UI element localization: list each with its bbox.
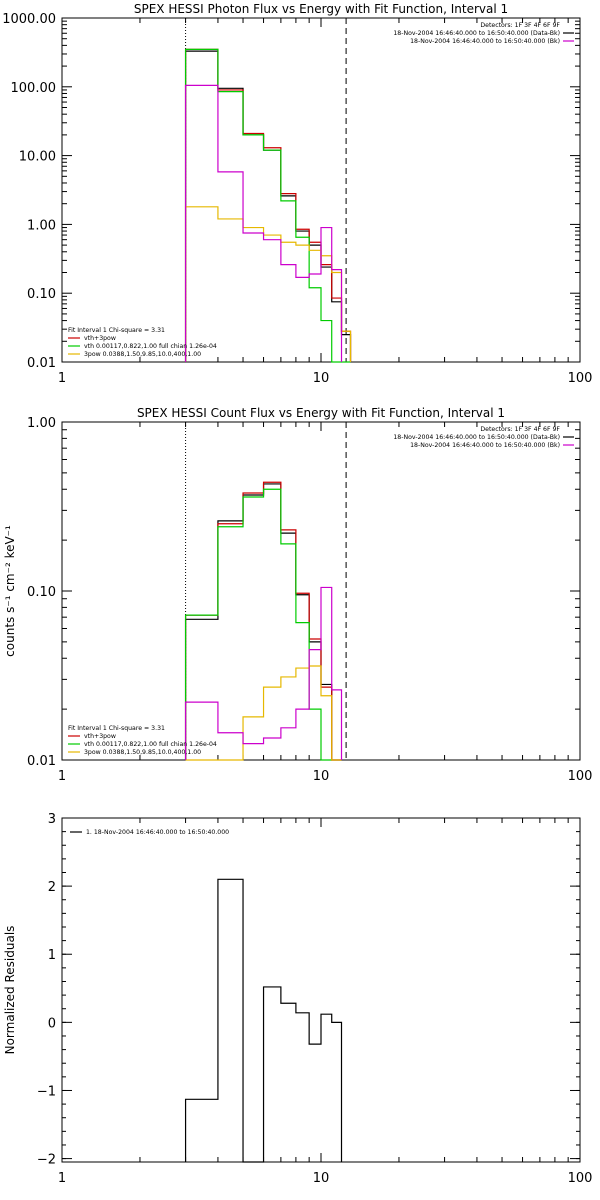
- y-axis-label: Normalized Residuals: [3, 926, 17, 1055]
- y-tick-label: 1.00: [27, 416, 56, 431]
- y-tick-label: −1: [37, 1084, 56, 1099]
- series-line-vth-3pow: [184, 481, 342, 761]
- legend-fit-text: vth+3pow: [84, 335, 116, 342]
- y-tick-label: 0.10: [27, 585, 56, 600]
- y-tick-label: 1: [48, 948, 56, 963]
- y-tick-label: 3: [48, 812, 56, 827]
- x-tick-label: 100: [568, 769, 593, 784]
- y-tick-label: 0.10: [27, 287, 56, 302]
- series-line-3pow: [185, 665, 342, 761]
- series-line-vth: [184, 488, 332, 761]
- y-tick-label: 10.00: [19, 150, 56, 165]
- y-tick-label: 2: [48, 880, 56, 895]
- legend-top-text: 18-Nov-2004 16:46:40.000 to 16:50:40.000…: [410, 442, 560, 449]
- series-line-bk: [184, 84, 343, 362]
- chart-title: SPEX HESSI Count Flux vs Energy with Fit…: [137, 406, 505, 420]
- x-tick-label: 1: [58, 769, 66, 784]
- chart-title: SPEX HESSI Photon Flux vs Energy with Fi…: [134, 2, 508, 16]
- x-tick-label: 10: [313, 371, 330, 386]
- panel-2: SPEX HESSI Count Flux vs Energy with Fit…: [3, 406, 592, 784]
- x-tick-label: 1: [58, 1171, 66, 1186]
- legend-text: 1. 18-Nov-2004 16:46:40.000 to 16:50:40.…: [86, 829, 229, 836]
- series-line-bk: [184, 586, 343, 760]
- panel-1: SPEX HESSI Photon Flux vs Energy with Fi…: [2, 2, 592, 386]
- y-tick-label: 0: [48, 1016, 56, 1031]
- plot-frame: [61, 817, 581, 1163]
- series-line-vth: [184, 48, 351, 363]
- y-tick-label: 0.01: [27, 356, 56, 371]
- legend-fit-text: Fit Interval 1 Chi-square = 3.31: [68, 725, 165, 732]
- legend-fit-text: vth 0.00117,0.822,1.00 full chian 1.26e-…: [84, 741, 217, 748]
- series-line-data-bk: [184, 483, 342, 761]
- y-axis-label: counts s⁻¹ cm⁻² keV⁻¹: [3, 525, 17, 657]
- x-tick-label: 10: [313, 1171, 330, 1186]
- y-tick-label: 1000.00: [2, 12, 56, 27]
- series-line-vth-3pow: [184, 48, 352, 362]
- legend-fit-text: vth+3pow: [84, 733, 116, 740]
- legend-top-text: 18-Nov-2004 16:46:40.000 to 16:50:40.000…: [393, 30, 560, 37]
- x-tick-label: 100: [568, 371, 593, 386]
- legend-top-text: 18-Nov-2004 16:46:40.000 to 16:50:40.000…: [410, 38, 560, 45]
- legend-top-text: Detectors: 1F 3F 4F 6F 9F: [480, 426, 560, 433]
- y-tick-label: 100.00: [11, 81, 57, 96]
- series-line-1-18-nov-2004-16-46-40-000-to-16-50-40-000: [184, 878, 343, 1163]
- legend-fit-text: 3pow 0.0388,1.50,9.85,10.0,400,1.00: [84, 351, 201, 358]
- x-tick-label: 100: [568, 1171, 593, 1186]
- y-tick-label: 0.01: [27, 754, 56, 769]
- legend-top-text: 18-Nov-2004 16:46:40.000 to 16:50:40.000…: [393, 434, 560, 441]
- series-line-3pow: [184, 206, 352, 362]
- legend-fit-text: vth 0.00117,0.822,1.00 full chian 1.26e-…: [84, 343, 217, 350]
- x-tick-label: 10: [313, 769, 330, 784]
- legend-fit-text: Fit Interval 1 Chi-square = 3.31: [68, 327, 165, 334]
- legend-fit-text: 3pow 0.0388,1.50,9.85,10.0,400,1.00: [84, 749, 201, 756]
- x-tick-label: 1: [58, 371, 66, 386]
- y-tick-label: 1.00: [27, 218, 56, 233]
- y-tick-label: −2: [37, 1153, 56, 1168]
- legend-top-text: Detectors: 1F 3F 4F 6F 9F: [480, 22, 560, 29]
